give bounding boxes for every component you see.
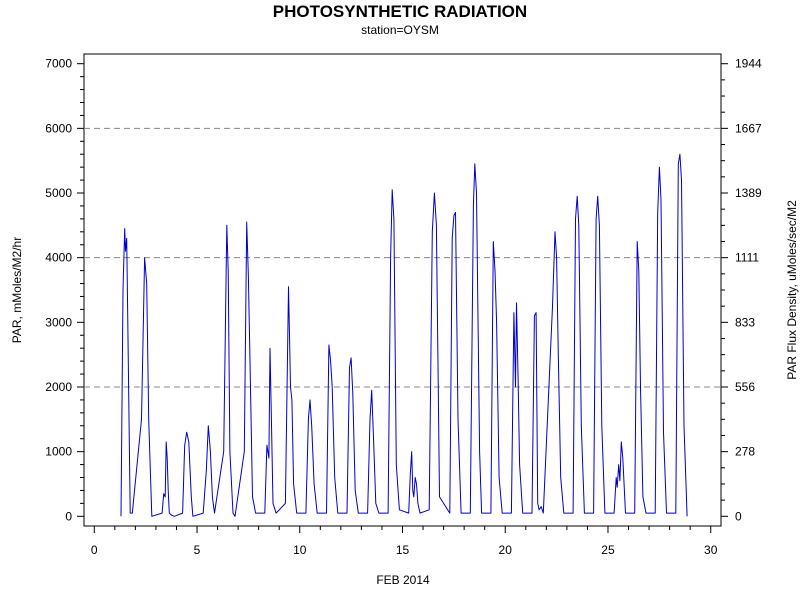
y2-axis-label: PAR Flux Density, uMoles/sec/M2 [785,200,799,380]
x-tick-label: 0 [91,543,98,557]
chart-title: PHOTOSYNTHETIC RADIATION [273,2,527,21]
x-tick-label: 5 [194,543,201,557]
y-tick-label: 2000 [45,380,72,394]
y2-tick-label: 1667 [735,121,762,135]
y-tick-label: 3000 [45,315,72,329]
y2-tick-label: 1111 [735,251,759,265]
series-group [120,153,688,517]
y-tick-label: 6000 [45,121,72,135]
y-tick-label: 5000 [45,186,72,200]
y-tick-label: 1000 [45,445,72,459]
y-tick-label: 0 [65,509,72,523]
x-tick-label: 15 [396,543,410,557]
y2-tick-label: 0 [735,509,742,523]
x-tick-label: 30 [704,543,718,557]
x-axis-label: FEB 2014 [376,573,430,587]
y2-tick-label: 1389 [735,186,762,200]
y2-tick-label: 833 [735,315,755,329]
x-axis: 0 5 10 15 20 25 30 [91,526,718,557]
y-tick-label: 7000 [45,57,72,71]
y2-tick-label: 556 [735,380,755,394]
y-tick-label: 4000 [45,251,72,265]
x-tick-label: 25 [601,543,615,557]
x-tick-label: 20 [499,543,513,557]
y-axis-right: 0 278 556 833 1111 1389 1667 1944 [721,57,762,523]
x-tick-label: 10 [293,543,307,557]
y2-tick-label: 278 [735,445,755,459]
reference-lines [84,127,721,388]
y-axis-label: PAR, mMoles/M2/hr [10,237,24,343]
plot-frame [83,53,722,527]
chart-subtitle: station=OYSM [361,23,439,37]
y-axis-left: 0 1000 2000 3000 4000 5000 6000 7000 [45,57,84,523]
y2-tick-label: 1944 [735,57,762,71]
series-line-0 [120,153,688,517]
